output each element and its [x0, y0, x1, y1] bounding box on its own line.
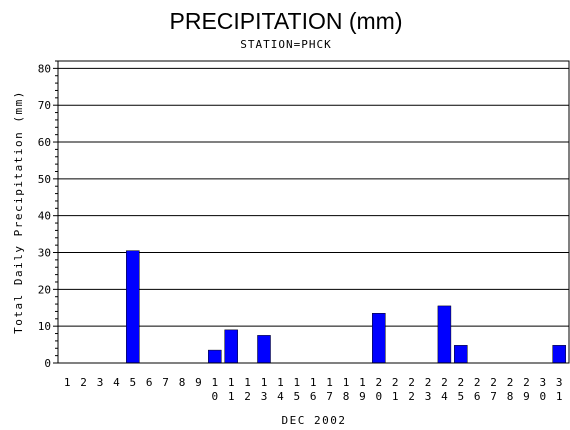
x-tick-label-4: 4 [113, 376, 120, 389]
x-tick-label-14: 4 [277, 390, 284, 403]
bars [126, 250, 566, 364]
x-tick-label-16: 1 [310, 376, 317, 389]
x-tick-label-28: 8 [507, 390, 514, 403]
y-tick-label: 70 [38, 99, 51, 112]
y-axis-ticks: 0 10 20 30 40 50 60 70 80 [38, 60, 58, 370]
x-tick-label-12: 1 [244, 376, 251, 389]
x-tick-label-18: 8 [343, 390, 350, 403]
x-tick-label-11: 1 [228, 390, 235, 403]
chart-title: PRECIPITATION (mm) [170, 8, 403, 34]
x-tick-label-17: 7 [326, 390, 333, 403]
x-tick-label-26: 2 [474, 376, 481, 389]
x-axis-label: DEC 2002 [282, 414, 347, 427]
x-tick-label-2: 2 [80, 376, 87, 389]
x-tick-label-25: 5 [457, 390, 464, 403]
y-tick-label: 80 [38, 62, 51, 75]
x-tick-label-23: 2 [425, 376, 432, 389]
y-axis-label: Total Daily Precipitation (mm) [12, 90, 25, 334]
x-tick-label-14: 1 [277, 376, 284, 389]
x-tick-label-3: 3 [97, 376, 104, 389]
x-tick-label-13: 3 [261, 390, 268, 403]
x-tick-label-19: 1 [359, 376, 366, 389]
y-tick-label: 40 [38, 210, 51, 223]
bar-day-20 [372, 313, 386, 364]
x-tick-label-18: 1 [343, 376, 350, 389]
x-tick-label-31: 1 [556, 390, 563, 403]
x-tick-label-20: 2 [375, 376, 382, 389]
x-tick-label-24: 2 [441, 376, 448, 389]
bar-day-24 [437, 305, 452, 364]
x-tick-label-31: 3 [556, 376, 563, 389]
bar-day-11 [224, 329, 238, 364]
y-tick-label: 60 [38, 136, 51, 149]
x-tick-label-22: 2 [408, 376, 415, 389]
x-tick-label-10: 0 [211, 390, 218, 403]
x-tick-label-29: 2 [523, 376, 530, 389]
bar-day-5 [126, 250, 140, 364]
x-tick-label-25: 2 [457, 376, 464, 389]
x-tick-label-13: 1 [261, 376, 268, 389]
x-tick-label-8: 8 [179, 376, 186, 389]
x-tick-label-6: 6 [146, 376, 153, 389]
x-tick-label-20: 0 [375, 390, 382, 403]
x-tick-label-23: 3 [425, 390, 432, 403]
x-tick-label-10: 1 [211, 376, 218, 389]
x-tick-label-24: 4 [441, 390, 448, 403]
x-tick-label-17: 1 [326, 376, 333, 389]
y-tick-label: 0 [44, 357, 51, 370]
x-tick-label-26: 6 [474, 390, 481, 403]
bar-day-13 [257, 335, 271, 364]
y-tick-label: 20 [38, 283, 51, 296]
x-tick-label-15: 1 [293, 376, 300, 389]
x-tick-label-12: 2 [244, 390, 251, 403]
chart-subtitle: STATION=PHCK [240, 38, 331, 51]
x-tick-label-5: 5 [129, 376, 136, 389]
x-tick-label-22: 2 [408, 390, 415, 403]
x-tick-label-19: 9 [359, 390, 366, 403]
x-tick-label-1: 1 [64, 376, 71, 389]
x-tick-label-11: 1 [228, 376, 235, 389]
x-tick-label-29: 9 [523, 390, 530, 403]
x-tick-label-9: 9 [195, 376, 202, 389]
x-tick-label-7: 7 [162, 376, 169, 389]
x-tick-label-30: 3 [539, 376, 546, 389]
bar-day-31 [552, 345, 566, 364]
bar-day-25 [454, 345, 468, 364]
bar-day-10 [208, 349, 222, 364]
y-tick-label: 30 [38, 247, 51, 260]
x-tick-label-15: 5 [293, 390, 300, 403]
x-tick-label-27: 2 [490, 376, 497, 389]
y-tick-label: 50 [38, 173, 51, 186]
y-tick-label: 10 [38, 320, 51, 333]
x-tick-label-21: 2 [392, 376, 399, 389]
x-tick-label-28: 2 [507, 376, 514, 389]
x-tick-label-16: 6 [310, 390, 317, 403]
gridlines [58, 67, 569, 327]
plot-frame [57, 60, 570, 364]
x-tick-label-27: 7 [490, 390, 497, 403]
x-tick-label-21: 1 [392, 390, 399, 403]
x-axis-ticks: 1 2 3 4 5 6 7 8 9 1011121314151617181920212223242… [64, 376, 563, 403]
x-tick-label-30: 0 [539, 390, 546, 403]
